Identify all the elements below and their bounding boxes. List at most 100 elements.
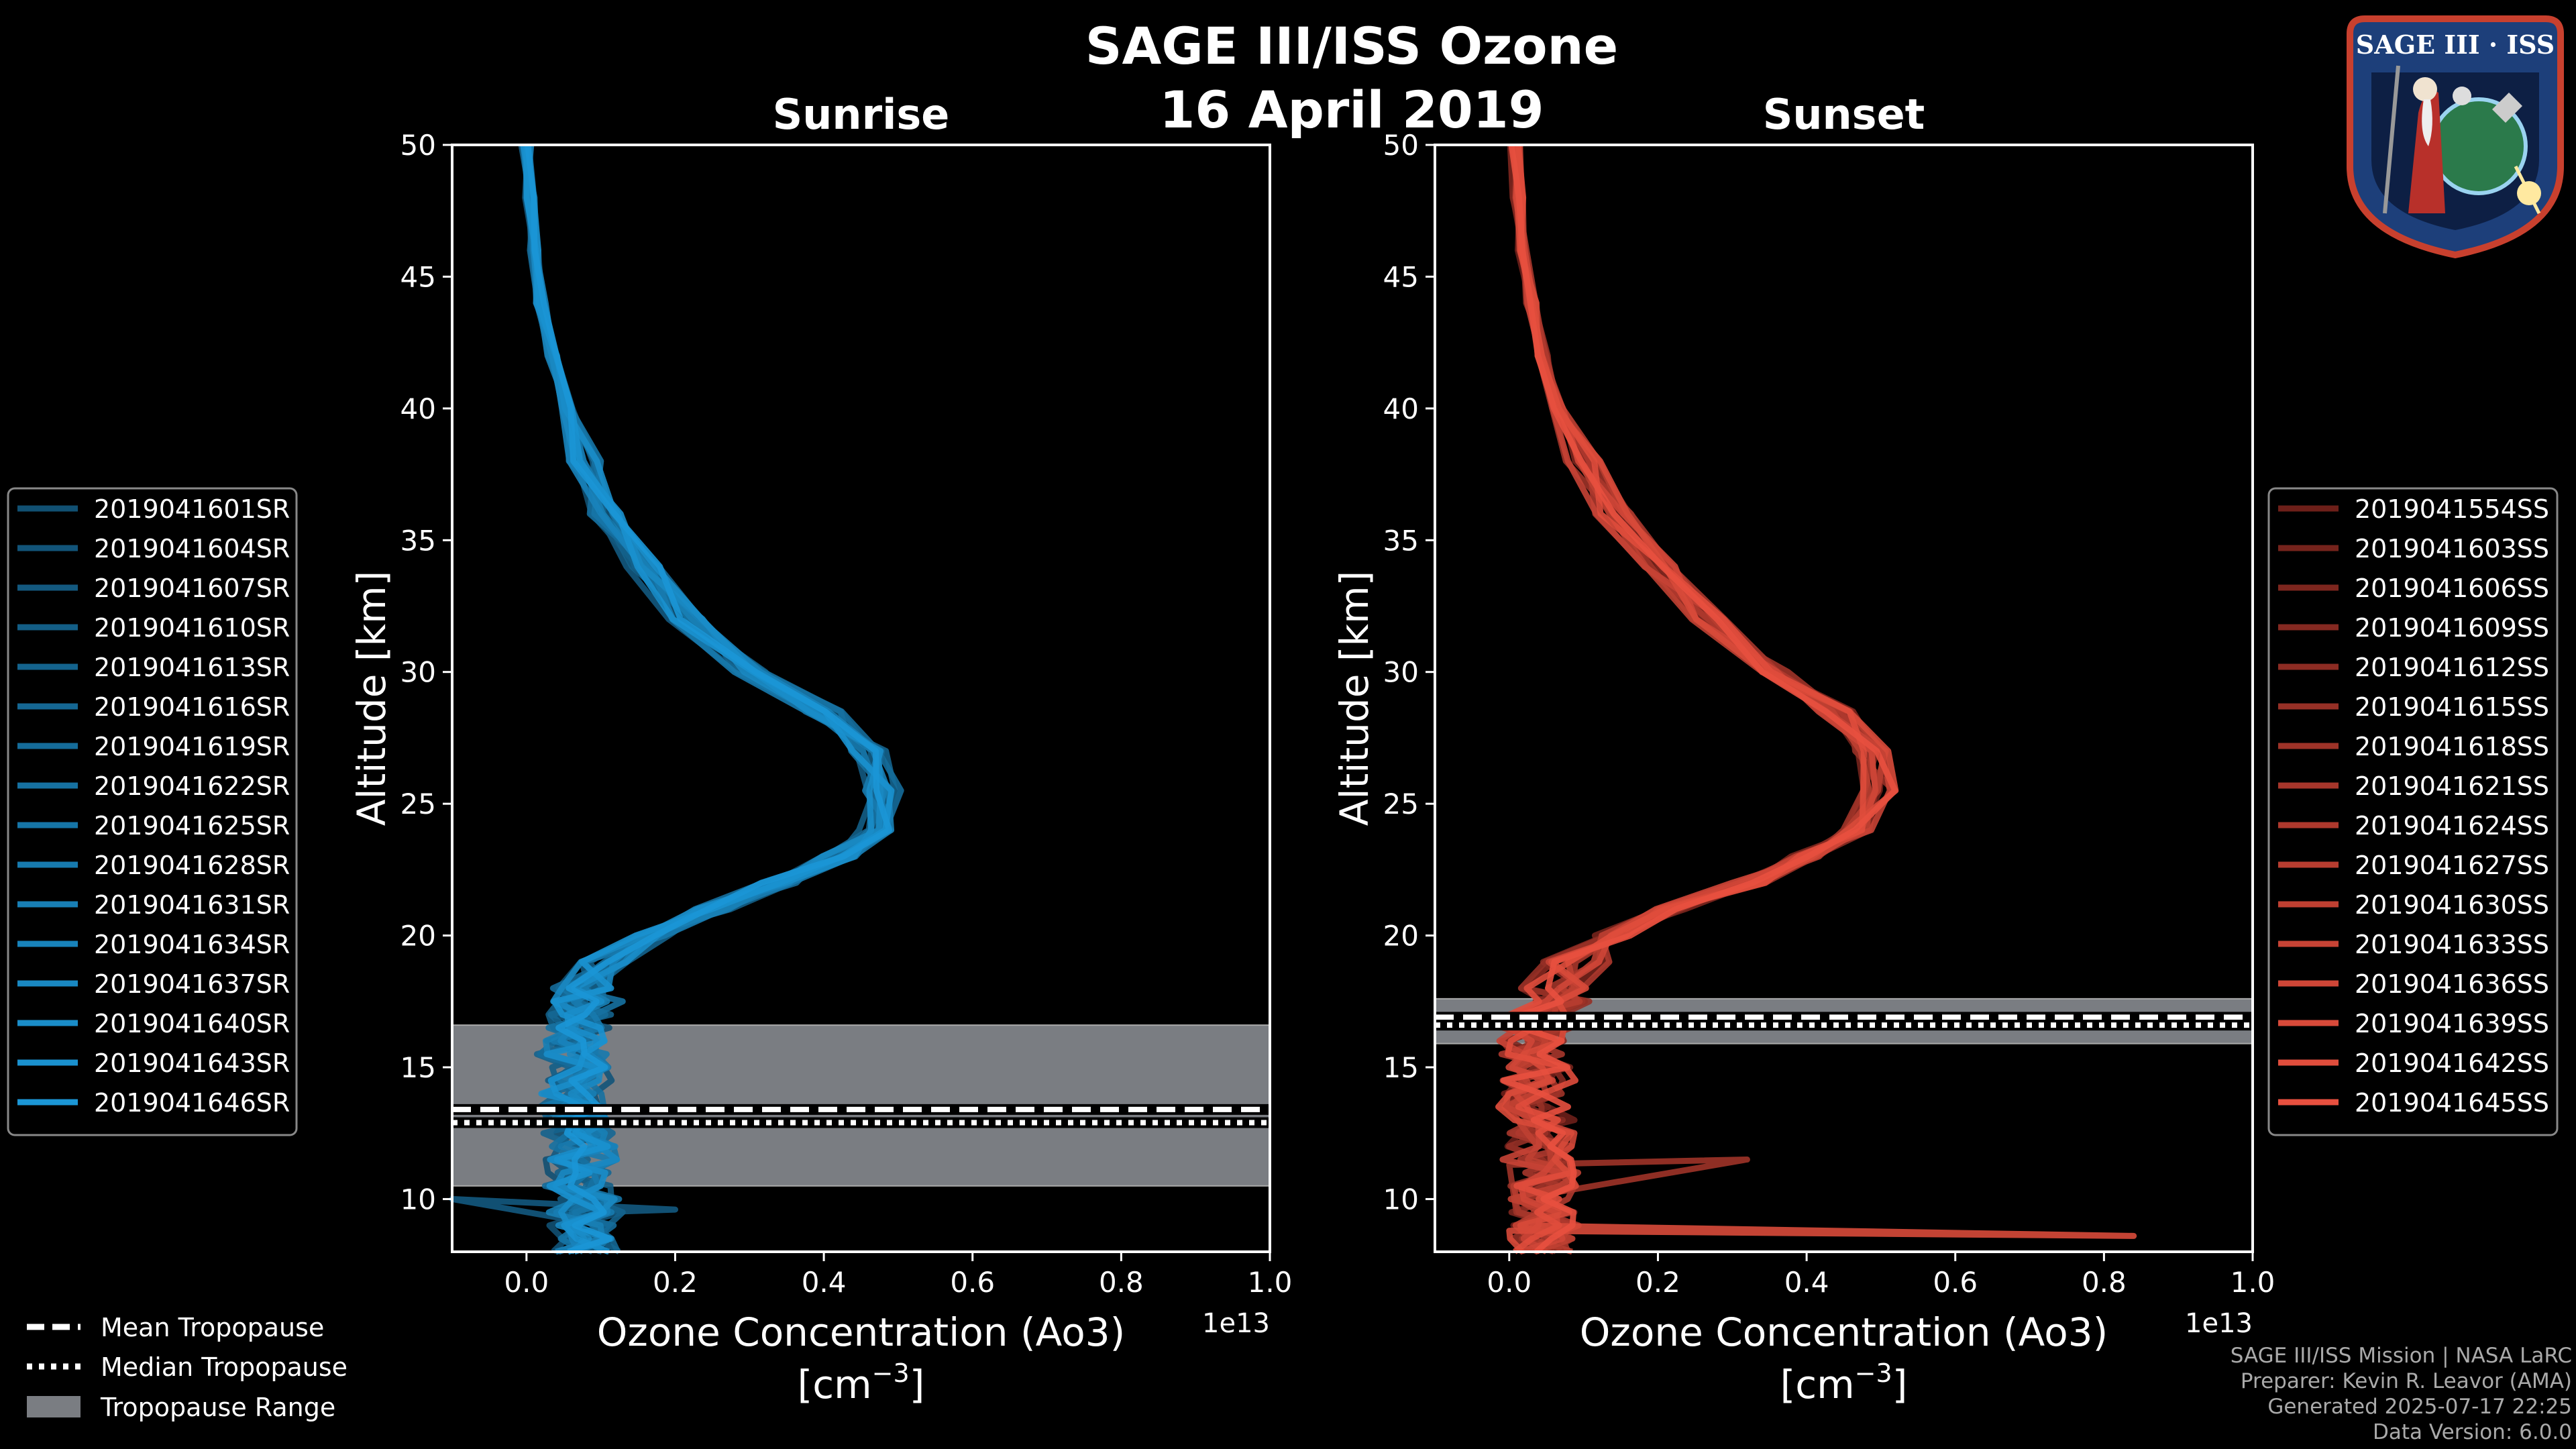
y-tick-label: 40 bbox=[400, 392, 436, 425]
y-tick-label: 30 bbox=[400, 656, 436, 689]
legend-label: 2019041619SR bbox=[94, 732, 290, 761]
legend-label: 2019041618SS bbox=[2355, 732, 2549, 761]
x-tick-label: 0.4 bbox=[802, 1266, 847, 1299]
x-tick-label: 0.0 bbox=[1487, 1266, 1532, 1299]
y-tick-label: 10 bbox=[1383, 1183, 1419, 1216]
credits-preparer: Preparer: Kevin R. Leavor (AMA) bbox=[2240, 1369, 2572, 1393]
legend-label: 2019041616SR bbox=[94, 692, 290, 722]
tropopause-range-swatch bbox=[27, 1396, 80, 1417]
legend-label: 2019041622SR bbox=[94, 771, 290, 801]
legend-label: 2019041636SS bbox=[2355, 969, 2549, 999]
chart-title: SAGE III/ISS Ozone bbox=[1085, 16, 1618, 76]
y-tick-label: 20 bbox=[400, 920, 436, 953]
x-tick-label: 0.0 bbox=[504, 1266, 549, 1299]
x-tick-label: 0.8 bbox=[1099, 1266, 1144, 1299]
x-tick-label: 1.0 bbox=[2231, 1266, 2275, 1299]
x-multiplier-label: 1e13 bbox=[1202, 1308, 1270, 1339]
legend-label: 2019041640SR bbox=[94, 1009, 290, 1038]
logo-title: SAGE III · ISS bbox=[2356, 30, 2555, 60]
y-tick-label: 35 bbox=[400, 524, 436, 557]
legend-label: 2019041639SS bbox=[2355, 1009, 2549, 1038]
y-axis-label: Altitude [km] bbox=[1332, 571, 1377, 826]
legend-label: 2019041607SR bbox=[94, 574, 290, 603]
legend-label: 2019041646SR bbox=[94, 1088, 290, 1118]
x-tick-label: 0.4 bbox=[1784, 1266, 1829, 1299]
mean-tropopause-label: Mean Tropopause bbox=[101, 1313, 324, 1342]
legend-label: 2019041627SS bbox=[2355, 851, 2549, 880]
legend-label: 2019041628SR bbox=[94, 851, 290, 880]
tropopause-range-label: Tropopause Range bbox=[100, 1393, 335, 1422]
telescope-icon bbox=[2383, 65, 2400, 214]
plot-frame bbox=[451, 144, 1271, 1253]
legend-label: 2019041606SS bbox=[2355, 574, 2549, 603]
sunset-panel: 10 15 20 25 30 35 40 45 50 0.0 0.2 0.4 0.6 0.8 1.0 1e13… bbox=[1332, 90, 2275, 1407]
y-tick-label: 50 bbox=[1383, 129, 1419, 162]
legend-label: 2019041615SS bbox=[2355, 692, 2549, 722]
legend-label: 2019041631SR bbox=[94, 890, 290, 920]
legend-label: 2019041621SS bbox=[2355, 771, 2549, 801]
legend-label: 2019041625SR bbox=[94, 811, 290, 841]
credits-generated: Generated 2025-07-17 22:25 bbox=[2267, 1395, 2572, 1419]
legend-label: 2019041630SS bbox=[2355, 890, 2549, 920]
y-tick-label: 35 bbox=[1383, 524, 1419, 557]
y-tick-label: 25 bbox=[1383, 788, 1419, 820]
legend-frame bbox=[7, 487, 298, 1136]
legend-frame bbox=[2267, 487, 2559, 1136]
legend-label: 2019041637SR bbox=[94, 969, 290, 999]
legend-label: 2019041643SR bbox=[94, 1049, 290, 1078]
profile-line-2019041645SS bbox=[1501, 144, 1898, 1254]
credits-block: SAGE III/ISS Mission | NASA LaRC Prepare… bbox=[2231, 1343, 2572, 1445]
legend-label: 2019041624SS bbox=[2355, 811, 2549, 841]
profile-line-2019041643SR bbox=[523, 144, 895, 1255]
legend-label: 2019041634SR bbox=[94, 930, 290, 959]
plot-frame bbox=[1434, 144, 2254, 1253]
y-tick-label: 40 bbox=[1383, 392, 1419, 425]
tropopause-legend: Mean Tropopause Median Tropopause Tropop… bbox=[27, 1313, 347, 1422]
x-axis-unit: [cm−3] bbox=[1780, 1358, 1908, 1407]
y-tick-label: 30 bbox=[1383, 656, 1419, 689]
x-tick-label: 0.2 bbox=[1635, 1266, 1680, 1299]
legend-label: 2019041554SS bbox=[2355, 494, 2549, 524]
legend-label: 2019041601SR bbox=[94, 494, 290, 524]
sage-mission-logo: SAGE III · ISS bbox=[2347, 15, 2564, 259]
sunset-legend: 2019041554SS 2019041603SS 2019041606SS 2019… bbox=[2267, 487, 2559, 1136]
x-axis-unit: [cm−3] bbox=[798, 1358, 925, 1407]
legend-label: 2019041612SS bbox=[2355, 653, 2549, 682]
y-tick-label: 15 bbox=[1383, 1051, 1419, 1084]
legend-label: 2019041645SS bbox=[2355, 1088, 2549, 1118]
panel-title: Sunrise bbox=[773, 90, 950, 139]
legend-label: 2019041604SR bbox=[94, 534, 290, 564]
x-axis-label: Ozone Concentration (Ao3) bbox=[597, 1309, 1126, 1355]
x-axis-label: Ozone Concentration (Ao3) bbox=[1580, 1309, 2108, 1355]
median-tropopause-label: Median Tropopause bbox=[101, 1352, 347, 1382]
x-tick-label: 0.6 bbox=[950, 1266, 995, 1299]
chart-date: 16 April 2019 bbox=[1159, 80, 1544, 140]
x-multiplier-label: 1e13 bbox=[2185, 1308, 2253, 1339]
y-axis-label: Altitude [km] bbox=[349, 571, 394, 826]
x-tick-label: 0.2 bbox=[653, 1266, 698, 1299]
x-tick-label: 0.8 bbox=[2082, 1266, 2127, 1299]
y-tick-label: 15 bbox=[400, 1051, 436, 1084]
y-tick-label: 20 bbox=[1383, 920, 1419, 953]
x-tick-label: 1.0 bbox=[1248, 1266, 1293, 1299]
panel-title: Sunset bbox=[1763, 90, 1925, 139]
y-tick-label: 10 bbox=[400, 1183, 436, 1216]
x-tick-label: 0.6 bbox=[1933, 1266, 1978, 1299]
credits-mission: SAGE III/ISS Mission | NASA LaRC bbox=[2230, 1344, 2572, 1368]
profile-line-2019041646SR bbox=[525, 144, 892, 1255]
y-tick-label: 25 bbox=[400, 788, 436, 820]
y-tick-label: 45 bbox=[400, 260, 436, 293]
legend-label: 2019041633SS bbox=[2355, 930, 2549, 959]
sunrise-legend: 2019041601SR 2019041604SR 2019041607SR 2019… bbox=[7, 487, 298, 1136]
sunrise-panel: 10 15 20 25 30 35 40 45 50 0.0 0.2 0.4 0.6 0.8 1.0 1e13… bbox=[349, 90, 1292, 1407]
legend-label: 2019041613SR bbox=[94, 653, 290, 682]
legend-label: 2019041609SS bbox=[2355, 613, 2549, 643]
credits-version: Data Version: 6.0.0 bbox=[2372, 1420, 2572, 1444]
y-tick-label: 50 bbox=[400, 129, 436, 162]
legend-label: 2019041603SS bbox=[2355, 534, 2549, 564]
y-tick-label: 45 bbox=[1383, 260, 1419, 293]
legend-label: 2019041610SR bbox=[94, 613, 290, 643]
legend-label: 2019041642SS bbox=[2355, 1049, 2549, 1078]
profile-line-2019041636SS bbox=[1505, 144, 1878, 1255]
